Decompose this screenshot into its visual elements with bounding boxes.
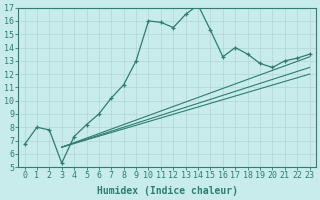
X-axis label: Humidex (Indice chaleur): Humidex (Indice chaleur) — [97, 186, 237, 196]
